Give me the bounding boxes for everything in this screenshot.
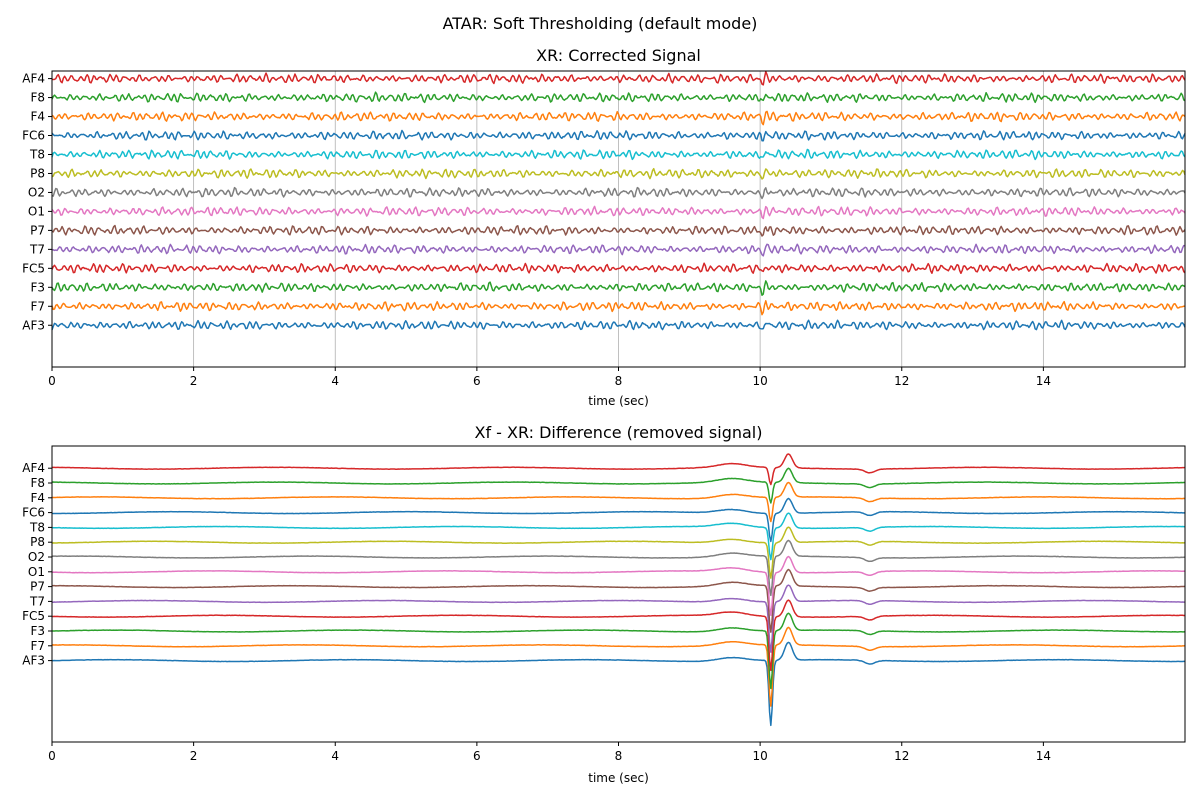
trace-fc5: [51, 262, 1186, 275]
x-tick-label: 10: [752, 749, 767, 763]
y-tick-label-o1: O1: [28, 204, 45, 218]
y-tick-label-f3: F3: [30, 280, 45, 294]
trace-o1: [51, 555, 1186, 616]
trace-p8: [51, 526, 1186, 579]
trace-o2: [51, 539, 1186, 597]
x-tick-label: 8: [615, 374, 623, 388]
y-tick-label-fc6: FC6: [22, 129, 45, 143]
y-ticks: AF3 F7 F3 FC5 T7 P7 O1 O2 P8 T8 FC6 F4 F8 AF4: [22, 72, 52, 332]
y-tick-label-t8: T8: [29, 520, 45, 534]
y-tick-label-fc6: FC6: [22, 506, 45, 520]
trace-o2: [51, 186, 1186, 200]
y-tick-label-fc5: FC5: [22, 609, 45, 623]
trace-f7: [51, 626, 1186, 707]
axes-difference-signal: Xf - XR: Difference (removed signal) 0 2 4…: [22, 423, 1186, 785]
x-tick-label: 0: [48, 374, 56, 388]
trace-t8: [51, 148, 1186, 161]
x-tick-label: 2: [190, 749, 198, 763]
trace-f4: [51, 481, 1186, 523]
y-tick-label-p7: P7: [30, 580, 45, 594]
trace-fc6: [51, 497, 1186, 543]
channel-traces: [51, 70, 1186, 331]
x-tick-label: 12: [894, 749, 909, 763]
trace-t7: [51, 243, 1186, 257]
axes-title: XR: Corrected Signal: [536, 46, 701, 65]
x-tick-label: 8: [615, 749, 623, 763]
x-tick-label: 0: [48, 749, 56, 763]
trace-fc5: [52, 599, 1186, 672]
axes-corrected-signal: XR: Corrected Signal 0 2 4 6 8 10 12 14 AF3 F7 F3…: [22, 46, 1186, 408]
trace-t7: [51, 584, 1186, 653]
trace-f3: [51, 280, 1186, 296]
x-ticks: 0 2 4 6 8 10 12 14: [48, 367, 1051, 388]
x-axis-label: time (sec): [588, 394, 649, 408]
trace-p7: [51, 224, 1186, 237]
trace-f3: [51, 612, 1186, 690]
trace-af3: [51, 641, 1186, 727]
trace-af3: [51, 319, 1186, 331]
figure-suptitle: ATAR: Soft Thresholding (default mode): [443, 14, 758, 33]
x-tick-label: 14: [1036, 749, 1051, 763]
y-tick-label-t8: T8: [29, 147, 45, 161]
y-tick-label-p8: P8: [30, 535, 45, 549]
channel-traces: [51, 453, 1186, 727]
y-tick-label-f4: F4: [30, 110, 45, 124]
trace-fc6: [51, 129, 1186, 142]
x-tick-label: 6: [473, 374, 481, 388]
y-tick-label-p8: P8: [30, 166, 45, 180]
x-ticks: 0 2 4 6 8 10 12 14: [48, 742, 1051, 763]
y-tick-label-af3: AF3: [22, 654, 45, 668]
trace-p7: [51, 568, 1186, 633]
y-tick-label-f7: F7: [30, 299, 45, 313]
x-axis-label: time (sec): [588, 771, 649, 785]
trace-f8: [51, 91, 1186, 104]
y-tick-label-f7: F7: [30, 639, 45, 653]
y-tick-label-f3: F3: [30, 624, 45, 638]
x-tick-label: 12: [894, 374, 909, 388]
trace-f4: [51, 110, 1186, 126]
x-tick-label: 2: [190, 374, 198, 388]
y-tick-label-o2: O2: [28, 185, 45, 199]
x-tick-label: 10: [752, 374, 767, 388]
x-tick-label: 14: [1036, 374, 1051, 388]
trace-af4: [51, 70, 1186, 86]
y-tick-label-af4: AF4: [22, 72, 45, 86]
y-tick-label-af4: AF4: [22, 461, 45, 475]
y-tick-label-af3: AF3: [22, 318, 45, 332]
y-tick-label-o2: O2: [28, 550, 45, 564]
trace-f7: [51, 300, 1186, 316]
y-tick-label-o1: O1: [28, 565, 45, 579]
y-tick-label-t7: T7: [29, 242, 45, 256]
x-tick-label: 6: [473, 749, 481, 763]
y-tick-label-f8: F8: [30, 476, 45, 490]
y-tick-label-f4: F4: [30, 491, 45, 505]
x-tick-label: 4: [331, 749, 339, 763]
y-tick-label-t7: T7: [29, 594, 45, 608]
axes-title: Xf - XR: Difference (removed signal): [475, 423, 763, 442]
y-tick-label-f8: F8: [30, 91, 45, 105]
trace-f8: [51, 467, 1186, 504]
y-tick-label-p7: P7: [30, 223, 45, 237]
x-tick-label: 4: [331, 374, 339, 388]
y-tick-label-fc5: FC5: [22, 261, 45, 275]
trace-af4: [51, 453, 1186, 486]
trace-p8: [51, 167, 1186, 180]
trace-o1: [51, 205, 1186, 220]
trace-t8: [51, 512, 1186, 561]
